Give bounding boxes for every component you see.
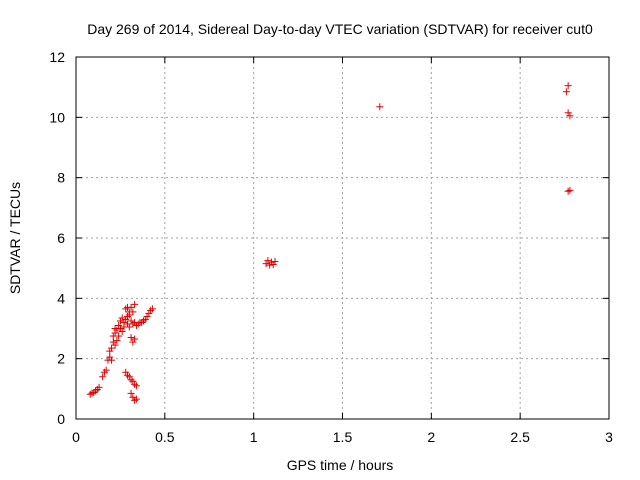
- data-point: [109, 338, 117, 346]
- data-point: [376, 103, 384, 111]
- data-point: [127, 334, 135, 342]
- data-point: [129, 393, 137, 401]
- x-axis-label: GPS time / hours: [287, 457, 394, 473]
- data-point: [129, 338, 137, 346]
- y-tick-labels: 0 2 4 6 8 10 12: [49, 49, 65, 427]
- data-point: [106, 353, 114, 361]
- data-point: [129, 377, 137, 385]
- data-point: [113, 326, 121, 334]
- data-point: [132, 382, 140, 390]
- data-point: [106, 347, 114, 355]
- data-point: [134, 320, 142, 328]
- data-point: [92, 387, 100, 395]
- x-tick-label: 0: [72, 429, 80, 445]
- data-point: [125, 373, 133, 381]
- x-tick-label: 3: [605, 429, 613, 445]
- data-point: [566, 112, 574, 120]
- data-point: [122, 305, 130, 313]
- data-point: [115, 321, 123, 329]
- data-point: [141, 315, 149, 323]
- data-point: [122, 368, 130, 376]
- x-tick-label: 2.5: [510, 429, 530, 445]
- data-point: [566, 186, 574, 194]
- grid-lines: [76, 57, 609, 419]
- data-point: [564, 82, 572, 90]
- chart-title: Day 269 of 2014, Sidereal Day-to-day VTE…: [87, 21, 593, 37]
- data-point: [124, 371, 132, 379]
- data-point: [148, 305, 156, 313]
- data-point: [266, 261, 274, 269]
- x-tick-label: 1.5: [333, 429, 353, 445]
- data-point: [271, 258, 279, 266]
- data-point: [122, 315, 130, 323]
- data-point: [131, 396, 139, 404]
- data-point: [147, 306, 155, 314]
- data-point: [132, 395, 140, 403]
- data-point: [143, 312, 151, 320]
- data-point: [132, 321, 140, 329]
- data-point: [140, 317, 148, 325]
- x-tick-label: 0.5: [155, 429, 175, 445]
- y-tick-label: 12: [49, 49, 65, 65]
- data-point: [564, 109, 572, 117]
- data-points: [86, 82, 574, 404]
- data-point: [88, 389, 96, 397]
- data-point: [127, 389, 135, 397]
- data-point: [108, 356, 116, 364]
- data-point: [131, 335, 139, 343]
- data-point: [127, 303, 135, 311]
- y-tick-label: 6: [57, 230, 65, 246]
- axis-ticks: [75, 56, 610, 420]
- data-point: [131, 380, 139, 388]
- y-tick-label: 8: [57, 170, 65, 186]
- data-point: [131, 300, 139, 308]
- data-point: [99, 373, 107, 381]
- data-point: [116, 325, 124, 332]
- data-point: [116, 317, 124, 325]
- y-axis-label: SDTVAR / TECUs: [7, 182, 23, 294]
- y-tick-label: 4: [57, 290, 65, 306]
- data-point: [264, 257, 272, 265]
- y-tick-label: 2: [57, 351, 65, 367]
- data-point: [111, 341, 119, 349]
- data-point: [90, 388, 98, 396]
- data-point: [86, 390, 94, 398]
- data-point: [129, 308, 137, 316]
- data-point: [262, 260, 270, 268]
- data-point: [102, 366, 110, 374]
- data-point: [95, 383, 103, 391]
- x-tick-labels: 0 0.5 1 1.5 2 2.5 3: [72, 429, 613, 445]
- data-point: [124, 312, 132, 320]
- y-tick-label: 0: [57, 411, 65, 427]
- y-tick-label: 10: [49, 109, 65, 125]
- data-point: [127, 317, 135, 325]
- data-point: [269, 261, 277, 269]
- data-point: [108, 344, 116, 352]
- data-point: [115, 332, 123, 340]
- data-point: [125, 323, 133, 331]
- data-point: [113, 337, 121, 345]
- data-point: [145, 309, 153, 317]
- data-point: [127, 376, 135, 384]
- x-tick-label: 1: [250, 429, 258, 445]
- data-point: [562, 88, 570, 96]
- data-point: [118, 328, 126, 336]
- data-point: [120, 318, 128, 326]
- data-point: [138, 318, 146, 326]
- x-tick-label: 2: [427, 429, 435, 445]
- data-point: [118, 314, 126, 322]
- data-point: [564, 187, 572, 195]
